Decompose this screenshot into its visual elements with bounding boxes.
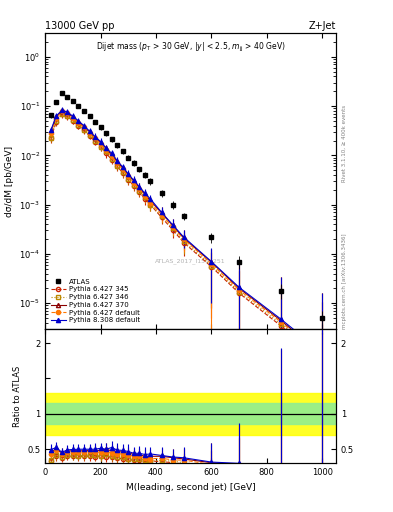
Text: Dijet mass ($p_\mathregular{T}$ > 30 GeV, $|y|$ < 2.5, $m_\mathregular{jj}$ > 40: Dijet mass ($p_\mathregular{T}$ > 30 GeV… [95,40,286,54]
Text: mcplots.cern.ch [arXiv:1306.3436]: mcplots.cern.ch [arXiv:1306.3436] [342,234,347,329]
Legend: ATLAS, Pythia 6.427 345, Pythia 6.427 346, Pythia 6.427 370, Pythia 6.427 defaul: ATLAS, Pythia 6.427 345, Pythia 6.427 34… [49,276,142,326]
Y-axis label: dσ/dM [pb/GeV]: dσ/dM [pb/GeV] [5,145,14,217]
Text: Z+Jet: Z+Jet [309,21,336,31]
Text: 13000 GeV pp: 13000 GeV pp [45,21,115,31]
Text: Rivet 3.1.10, ≥ 400k events: Rivet 3.1.10, ≥ 400k events [342,105,347,182]
X-axis label: M(leading, second jet) [GeV]: M(leading, second jet) [GeV] [126,483,255,492]
Text: ATLAS_2017_I1514251: ATLAS_2017_I1514251 [155,258,226,264]
Y-axis label: Ratio to ATLAS: Ratio to ATLAS [13,366,22,427]
